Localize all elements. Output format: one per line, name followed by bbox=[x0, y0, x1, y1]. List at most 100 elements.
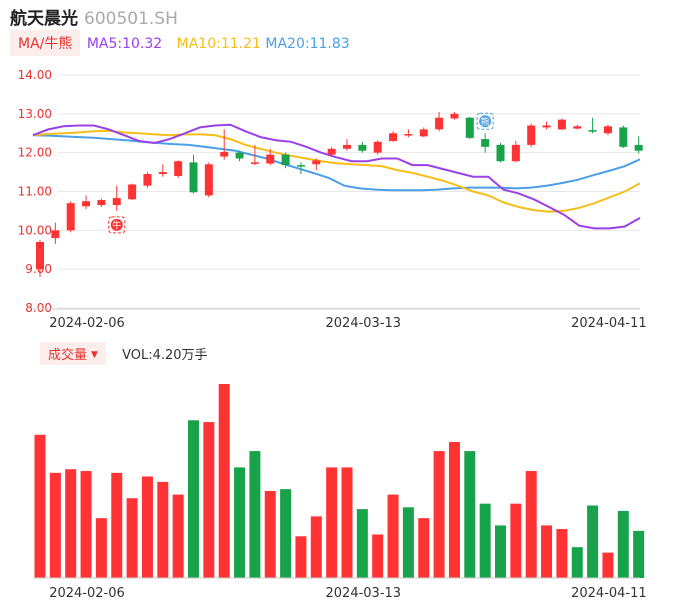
y-tick-label: 14.00 bbox=[18, 68, 52, 82]
ma5-label: MA5:10.32 bbox=[86, 36, 163, 52]
candle-body bbox=[51, 230, 60, 239]
stock-name: 航天晨光 bbox=[10, 9, 78, 29]
volume-bar bbox=[372, 534, 384, 578]
volume-bar bbox=[556, 529, 568, 578]
volume-selector-button[interactable]: 成交量 ▼ bbox=[40, 342, 106, 365]
candle-body bbox=[281, 154, 290, 166]
candle-body bbox=[557, 119, 566, 130]
x-tick-label: 2024-04-11 bbox=[571, 316, 647, 331]
volume-bar bbox=[341, 467, 353, 578]
volume-bar bbox=[617, 510, 629, 578]
candle-body bbox=[465, 117, 474, 138]
candle-body bbox=[404, 134, 413, 136]
y-tick-label: 11.00 bbox=[18, 185, 52, 199]
candle-body bbox=[97, 200, 106, 206]
candle-body bbox=[266, 154, 275, 164]
volume-bar bbox=[448, 442, 460, 578]
volume-bar bbox=[34, 434, 46, 578]
volume-bar bbox=[264, 490, 276, 578]
volume-bar bbox=[495, 525, 506, 578]
caret-down-icon: ▼ bbox=[91, 350, 98, 360]
volume-bar bbox=[356, 509, 368, 578]
x-tick-label: 2024-03-13 bbox=[326, 316, 402, 331]
candle-body bbox=[373, 141, 382, 153]
candle-body bbox=[220, 151, 229, 157]
volume-bar bbox=[525, 471, 537, 578]
candle-body bbox=[312, 160, 321, 165]
volume-bar bbox=[387, 494, 399, 578]
candle-body bbox=[603, 126, 612, 134]
candle-body bbox=[82, 201, 91, 207]
candle-body bbox=[143, 174, 152, 186]
volume-bar bbox=[402, 507, 414, 578]
volume-bar bbox=[141, 476, 153, 578]
volume-bar bbox=[65, 469, 77, 578]
candle-body bbox=[128, 184, 137, 200]
candle-body bbox=[573, 126, 582, 129]
candle-body bbox=[496, 144, 505, 162]
candle-body bbox=[419, 129, 428, 137]
ma10-label: MA10:11.21 bbox=[176, 36, 261, 52]
volume-bar bbox=[571, 547, 583, 578]
candle-body bbox=[327, 148, 336, 155]
y-tick-label: 10.00 bbox=[18, 223, 52, 237]
bull-marker-frame bbox=[108, 216, 126, 234]
volume-bar bbox=[249, 451, 261, 578]
candle-body bbox=[389, 133, 398, 142]
candle-body bbox=[527, 125, 536, 145]
volume-bar bbox=[464, 451, 476, 578]
volume-bar bbox=[80, 471, 92, 578]
volume-bar bbox=[510, 503, 522, 578]
volume-bar bbox=[587, 505, 599, 578]
candle-body bbox=[204, 164, 213, 196]
volume-bar bbox=[157, 481, 169, 578]
volume-bar bbox=[95, 518, 107, 578]
volume-legend: 成交量 ▼ VOL:4.20万手 bbox=[40, 342, 208, 365]
x-tick-label: 2024-02-06 bbox=[49, 316, 125, 331]
candle-body bbox=[619, 127, 628, 147]
stock-header: 航天晨光 600501.SH bbox=[10, 4, 178, 29]
volume-bar bbox=[541, 525, 553, 578]
volume-bar bbox=[111, 472, 123, 578]
volume-bar bbox=[49, 472, 61, 578]
volume-bar bbox=[126, 498, 138, 578]
volume-selector-label: 成交量 bbox=[48, 348, 88, 363]
candle-body bbox=[588, 130, 597, 132]
candle-body bbox=[435, 117, 444, 130]
volume-bar bbox=[280, 489, 292, 578]
stock-code: 600501.SH bbox=[84, 9, 178, 29]
candle-body bbox=[542, 125, 551, 128]
y-tick-label: 8.00 bbox=[25, 301, 52, 315]
candle-body bbox=[450, 113, 459, 119]
volume-bar bbox=[188, 420, 199, 578]
candle-body bbox=[358, 144, 367, 151]
volume-bar bbox=[418, 518, 430, 578]
volume-bar bbox=[218, 384, 230, 578]
volume-x-tick-label: 2024-02-06 bbox=[49, 586, 125, 601]
bull-marker-label: 牛 bbox=[112, 219, 121, 231]
candle-body bbox=[36, 241, 44, 270]
ma10-line bbox=[32, 129, 641, 213]
bull-marker-icon bbox=[110, 218, 123, 231]
volume-bar bbox=[234, 467, 246, 578]
candle-body bbox=[235, 152, 244, 159]
candle-body bbox=[189, 162, 198, 193]
volume-bar bbox=[172, 494, 184, 578]
ma-legend: MA/牛熊 MA5:10.32 MA10:11.21 MA20:11.83 bbox=[10, 30, 350, 56]
candle-body bbox=[250, 162, 259, 164]
volume-bar bbox=[203, 422, 215, 578]
volume-value-label: VOL:4.20万手 bbox=[122, 348, 208, 363]
volume-x-tick-label: 2024-04-11 bbox=[571, 586, 647, 601]
volume-bar bbox=[602, 552, 614, 578]
y-tick-label: 12.00 bbox=[18, 146, 52, 160]
candle-body bbox=[158, 172, 167, 175]
bear-marker-frame bbox=[476, 112, 494, 130]
volume-bar bbox=[326, 467, 338, 578]
bear-marker-icon bbox=[479, 115, 492, 128]
bear-marker-label: 熊 bbox=[481, 116, 490, 128]
candle-body bbox=[296, 165, 305, 167]
volume-x-tick-label: 2024-03-13 bbox=[326, 586, 402, 601]
ma-selector-button[interactable]: MA/牛熊 bbox=[10, 30, 81, 56]
ma20-line bbox=[32, 134, 641, 192]
